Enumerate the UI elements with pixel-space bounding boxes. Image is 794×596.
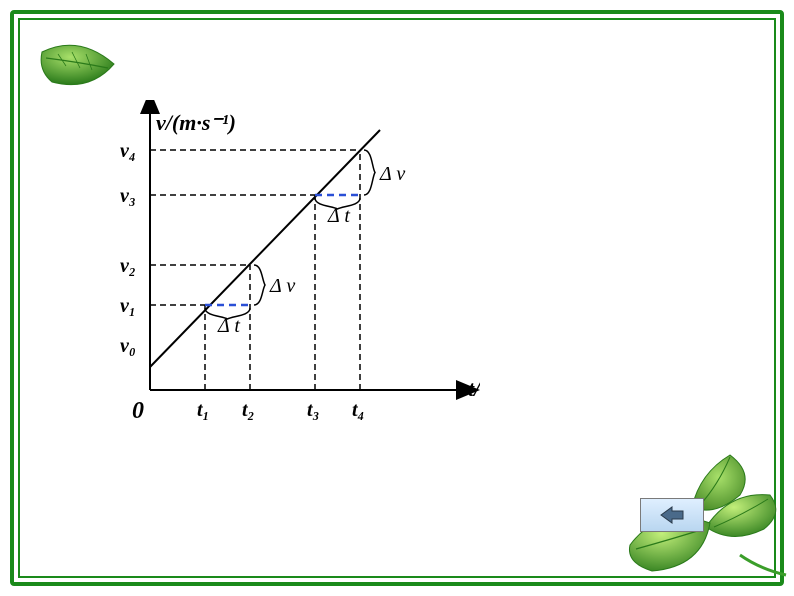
y-tick-label: v₄: [120, 140, 136, 162]
delta-label: Δ t: [217, 315, 240, 337]
x-tick-label: t₄: [352, 399, 365, 421]
brace: [254, 265, 265, 305]
y-axis-label: v/(m·s⁻¹): [156, 110, 236, 135]
leaf-top-left-icon: [34, 40, 124, 110]
y-tick-label: v₃: [120, 185, 136, 207]
delta-label: Δ v: [379, 163, 405, 185]
delta-label: Δ t: [327, 205, 350, 227]
delta-label: Δ v: [269, 275, 295, 297]
x-tick-label: t₂: [242, 399, 255, 421]
velocity-line: [150, 130, 380, 367]
y-tick-label: v₁: [120, 295, 136, 317]
x-tick-label: t₃: [307, 399, 320, 421]
back-button[interactable]: [640, 498, 704, 532]
brace: [364, 150, 375, 195]
origin-label: 0: [132, 398, 144, 424]
velocity-time-chart: t/s v/(m·s⁻¹) 0 t₁ t₂ t₃ t₄ v₀ v₁ v₂ v₃ v₄ Δ t Δ v Δ t…: [120, 100, 480, 440]
y-tick-label: v₀: [120, 335, 136, 357]
y-tick-label: v₂: [120, 255, 136, 277]
x-axis-label: t/s: [468, 376, 480, 401]
x-tick-label: t₁: [197, 399, 210, 421]
